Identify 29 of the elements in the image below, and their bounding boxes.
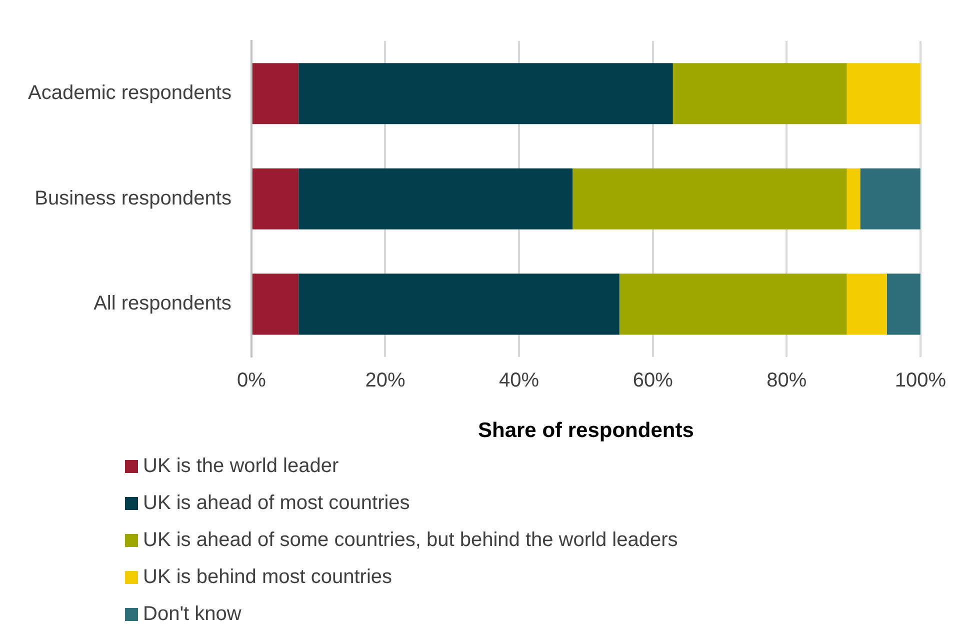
bar (298, 274, 620, 335)
bar (846, 63, 920, 124)
bar (572, 168, 847, 230)
x-tick-label: 100% (894, 369, 946, 392)
bar (252, 63, 298, 124)
x-tick-label: 80% (766, 369, 807, 392)
x-axis-title: Share of respondents (478, 419, 694, 442)
y-tick-label: Business respondents (34, 187, 232, 210)
bar (252, 274, 298, 335)
legend-label: Don't know (143, 603, 242, 626)
y-tick-label: Academic respondents (28, 82, 232, 104)
bar (846, 168, 860, 230)
bar (298, 63, 673, 124)
x-tick-label: 40% (499, 369, 540, 392)
x-tick-label: 20% (365, 369, 406, 392)
x-tick-label: 0% (236, 369, 266, 392)
bar (846, 274, 887, 335)
bar (619, 274, 847, 335)
bar (298, 168, 573, 230)
legend-label: UK is ahead of most countries (143, 492, 410, 515)
legend-label: UK is the world leader (143, 455, 339, 478)
x-tick-label: 60% (632, 369, 674, 392)
bar (886, 274, 920, 335)
y-tick-label: All respondents (94, 292, 232, 315)
bar (252, 168, 298, 230)
legend-label: UK is behind most countries (143, 566, 392, 589)
bar (860, 168, 920, 230)
legend-label: UK is ahead of some countries, but behind the world leaders (143, 529, 678, 552)
bar (672, 63, 847, 124)
